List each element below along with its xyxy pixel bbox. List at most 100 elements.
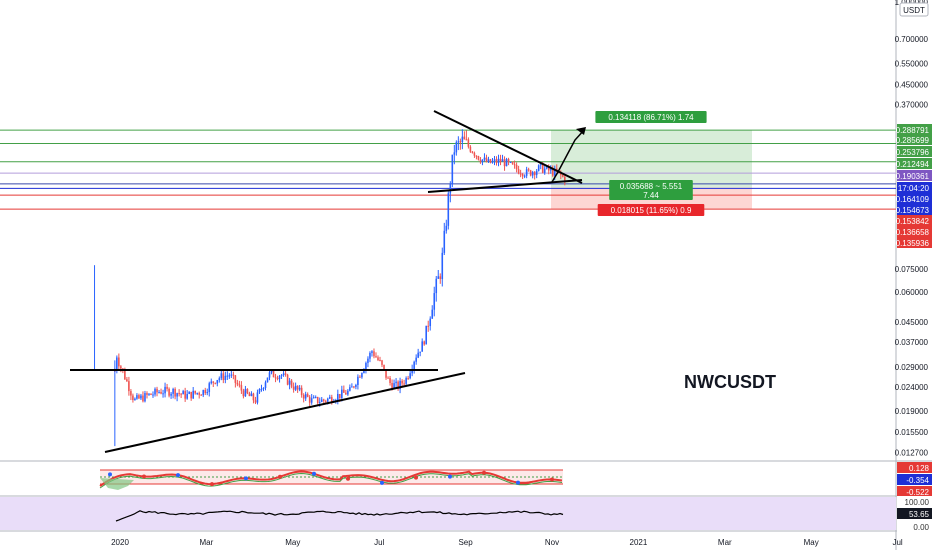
candle-body — [194, 390, 196, 394]
candle-body — [509, 161, 512, 163]
price-tick-label: 0.019000 — [895, 407, 929, 416]
candle-body — [467, 139, 470, 147]
osc-dot — [516, 480, 520, 485]
candle-body — [562, 175, 564, 177]
price-tag — [897, 134, 932, 145]
candle-body — [314, 396, 317, 398]
candle-body — [395, 381, 397, 384]
candle-body — [300, 387, 303, 396]
candle-body — [206, 392, 209, 394]
price-tick-label: 0.075000 — [895, 265, 929, 274]
time-tick-label: Nov — [545, 538, 559, 547]
rsi-tag-label: 100.00 — [905, 498, 930, 507]
price-tag — [897, 226, 932, 237]
time-tick-label: Jul — [892, 538, 902, 547]
candle-body — [353, 386, 355, 388]
candle-body — [330, 397, 333, 403]
osc-tag-label: 0.128 — [909, 464, 930, 473]
candle-body — [365, 362, 367, 370]
candle-body — [258, 389, 261, 393]
candle-body — [369, 352, 371, 359]
candle-body — [423, 341, 425, 345]
candle-body — [491, 160, 494, 163]
candle-body — [507, 159, 510, 163]
candle-body — [284, 373, 287, 375]
candle-body — [449, 184, 452, 194]
candle-body — [435, 278, 438, 294]
candle-body — [182, 391, 184, 395]
candle-body — [551, 168, 554, 176]
price-tag — [897, 146, 932, 157]
candle-body — [533, 172, 536, 176]
candle-body — [349, 387, 351, 391]
candle-body — [501, 159, 504, 162]
price-tag — [897, 204, 932, 215]
candle-body — [266, 377, 269, 383]
candle-body — [202, 390, 205, 396]
candle-body — [242, 390, 245, 397]
candle-body — [451, 154, 454, 185]
price-tag — [897, 124, 932, 135]
rsi-tag — [897, 496, 932, 507]
price-axis[interactable]: 1.0000000.7000000.5500000.4500000.370000… — [895, 0, 932, 532]
candle-body — [328, 397, 331, 399]
time-axis[interactable]: 2020 Mar May Jul Sep Nov 2021 Mar May Jul — [111, 538, 903, 547]
candle-body — [152, 394, 154, 396]
candle-body — [391, 383, 393, 389]
candle-body — [200, 394, 203, 396]
candle-body — [156, 388, 158, 393]
candle-body — [479, 159, 482, 163]
rsi-line — [115, 510, 564, 522]
candle-body — [148, 393, 150, 395]
candle-body — [230, 374, 233, 376]
candle-body — [409, 373, 411, 379]
candle-body — [505, 159, 508, 167]
candle-body — [525, 169, 528, 176]
candle-body — [222, 373, 225, 381]
osc-dot — [550, 477, 554, 482]
candle-body — [320, 399, 323, 402]
price-tag-label: 0.164109 — [896, 195, 930, 204]
candle-body — [214, 382, 217, 384]
candle-body — [399, 380, 401, 390]
candle-body — [564, 176, 566, 183]
candle-body — [218, 378, 221, 381]
candle-body — [393, 383, 395, 389]
candle-body — [264, 382, 267, 388]
candle-body — [170, 393, 172, 396]
candle-body — [236, 382, 239, 385]
candle-body — [134, 398, 136, 400]
triangle-lower-line — [427, 179, 583, 193]
candle-body — [433, 293, 436, 310]
osc-dot — [210, 482, 214, 487]
osc-dot — [278, 474, 282, 479]
main-pane-bg — [0, 0, 896, 460]
rsi-tag-label: 0.00 — [913, 523, 929, 532]
candle-body — [324, 400, 327, 402]
price-tag — [897, 215, 932, 226]
candle-body — [196, 392, 199, 394]
candle-body — [429, 318, 432, 327]
price-tag-label: 0.212494 — [896, 160, 930, 169]
price-tick-label: 0.370000 — [895, 101, 929, 110]
candle-body — [489, 159, 492, 163]
price-tag-label: 0.154673 — [896, 206, 930, 215]
candle-body — [288, 380, 291, 385]
candle-body — [262, 387, 265, 389]
time-tick-label: 2021 — [630, 538, 648, 547]
candle-body — [537, 165, 540, 171]
rsi-pane — [0, 497, 896, 530]
osc-dot — [108, 472, 112, 477]
candle-body — [443, 230, 446, 253]
candle-body — [485, 157, 488, 162]
candle-body — [302, 395, 305, 399]
candle-body — [326, 398, 329, 402]
candle-body — [164, 386, 166, 394]
candle-body — [292, 386, 295, 390]
candle-body — [282, 373, 285, 376]
candle-body — [190, 391, 192, 399]
candle-body — [138, 395, 140, 399]
time-tick-label: Mar — [200, 538, 214, 547]
candle-body — [471, 151, 474, 153]
